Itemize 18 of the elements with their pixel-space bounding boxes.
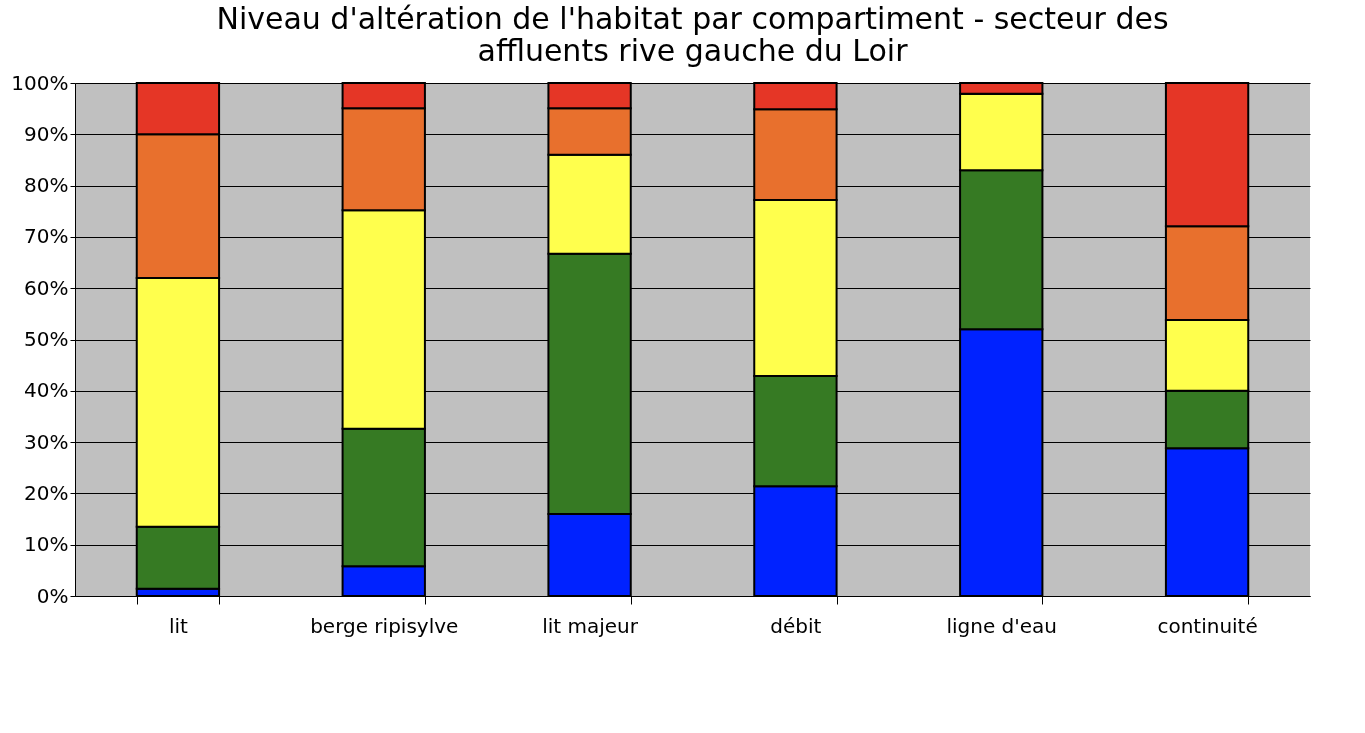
y-tick-label: 50% xyxy=(24,327,69,351)
y-tick-label: 80% xyxy=(24,173,69,198)
x-tick-label: continuité xyxy=(1157,613,1258,638)
y-tick-label: 60% xyxy=(24,275,69,300)
chart-title: Niveau d'altération de l'habitat par compartiment - secteur des affluents rive gauche du Loir xyxy=(216,1,1169,68)
y-tick-label: 30% xyxy=(24,429,69,454)
x-tick-label: berge ripisylve xyxy=(310,613,459,638)
y-tick-label: 40% xyxy=(24,378,69,403)
x-tick-label: débit xyxy=(770,613,822,638)
x-tick-label: lit majeur xyxy=(542,613,639,638)
y-tick-label: 70% xyxy=(24,224,69,249)
y-tick-label: 20% xyxy=(24,480,69,505)
y-tick-label: 0% xyxy=(36,583,69,608)
y-tick-label: 10% xyxy=(24,532,69,557)
y-tick-label: 90% xyxy=(24,121,69,146)
x-tick-label: lit xyxy=(168,613,189,638)
y-tick-label: 100% xyxy=(11,70,69,95)
x-tick-label: ligne d'eau xyxy=(946,613,1058,638)
